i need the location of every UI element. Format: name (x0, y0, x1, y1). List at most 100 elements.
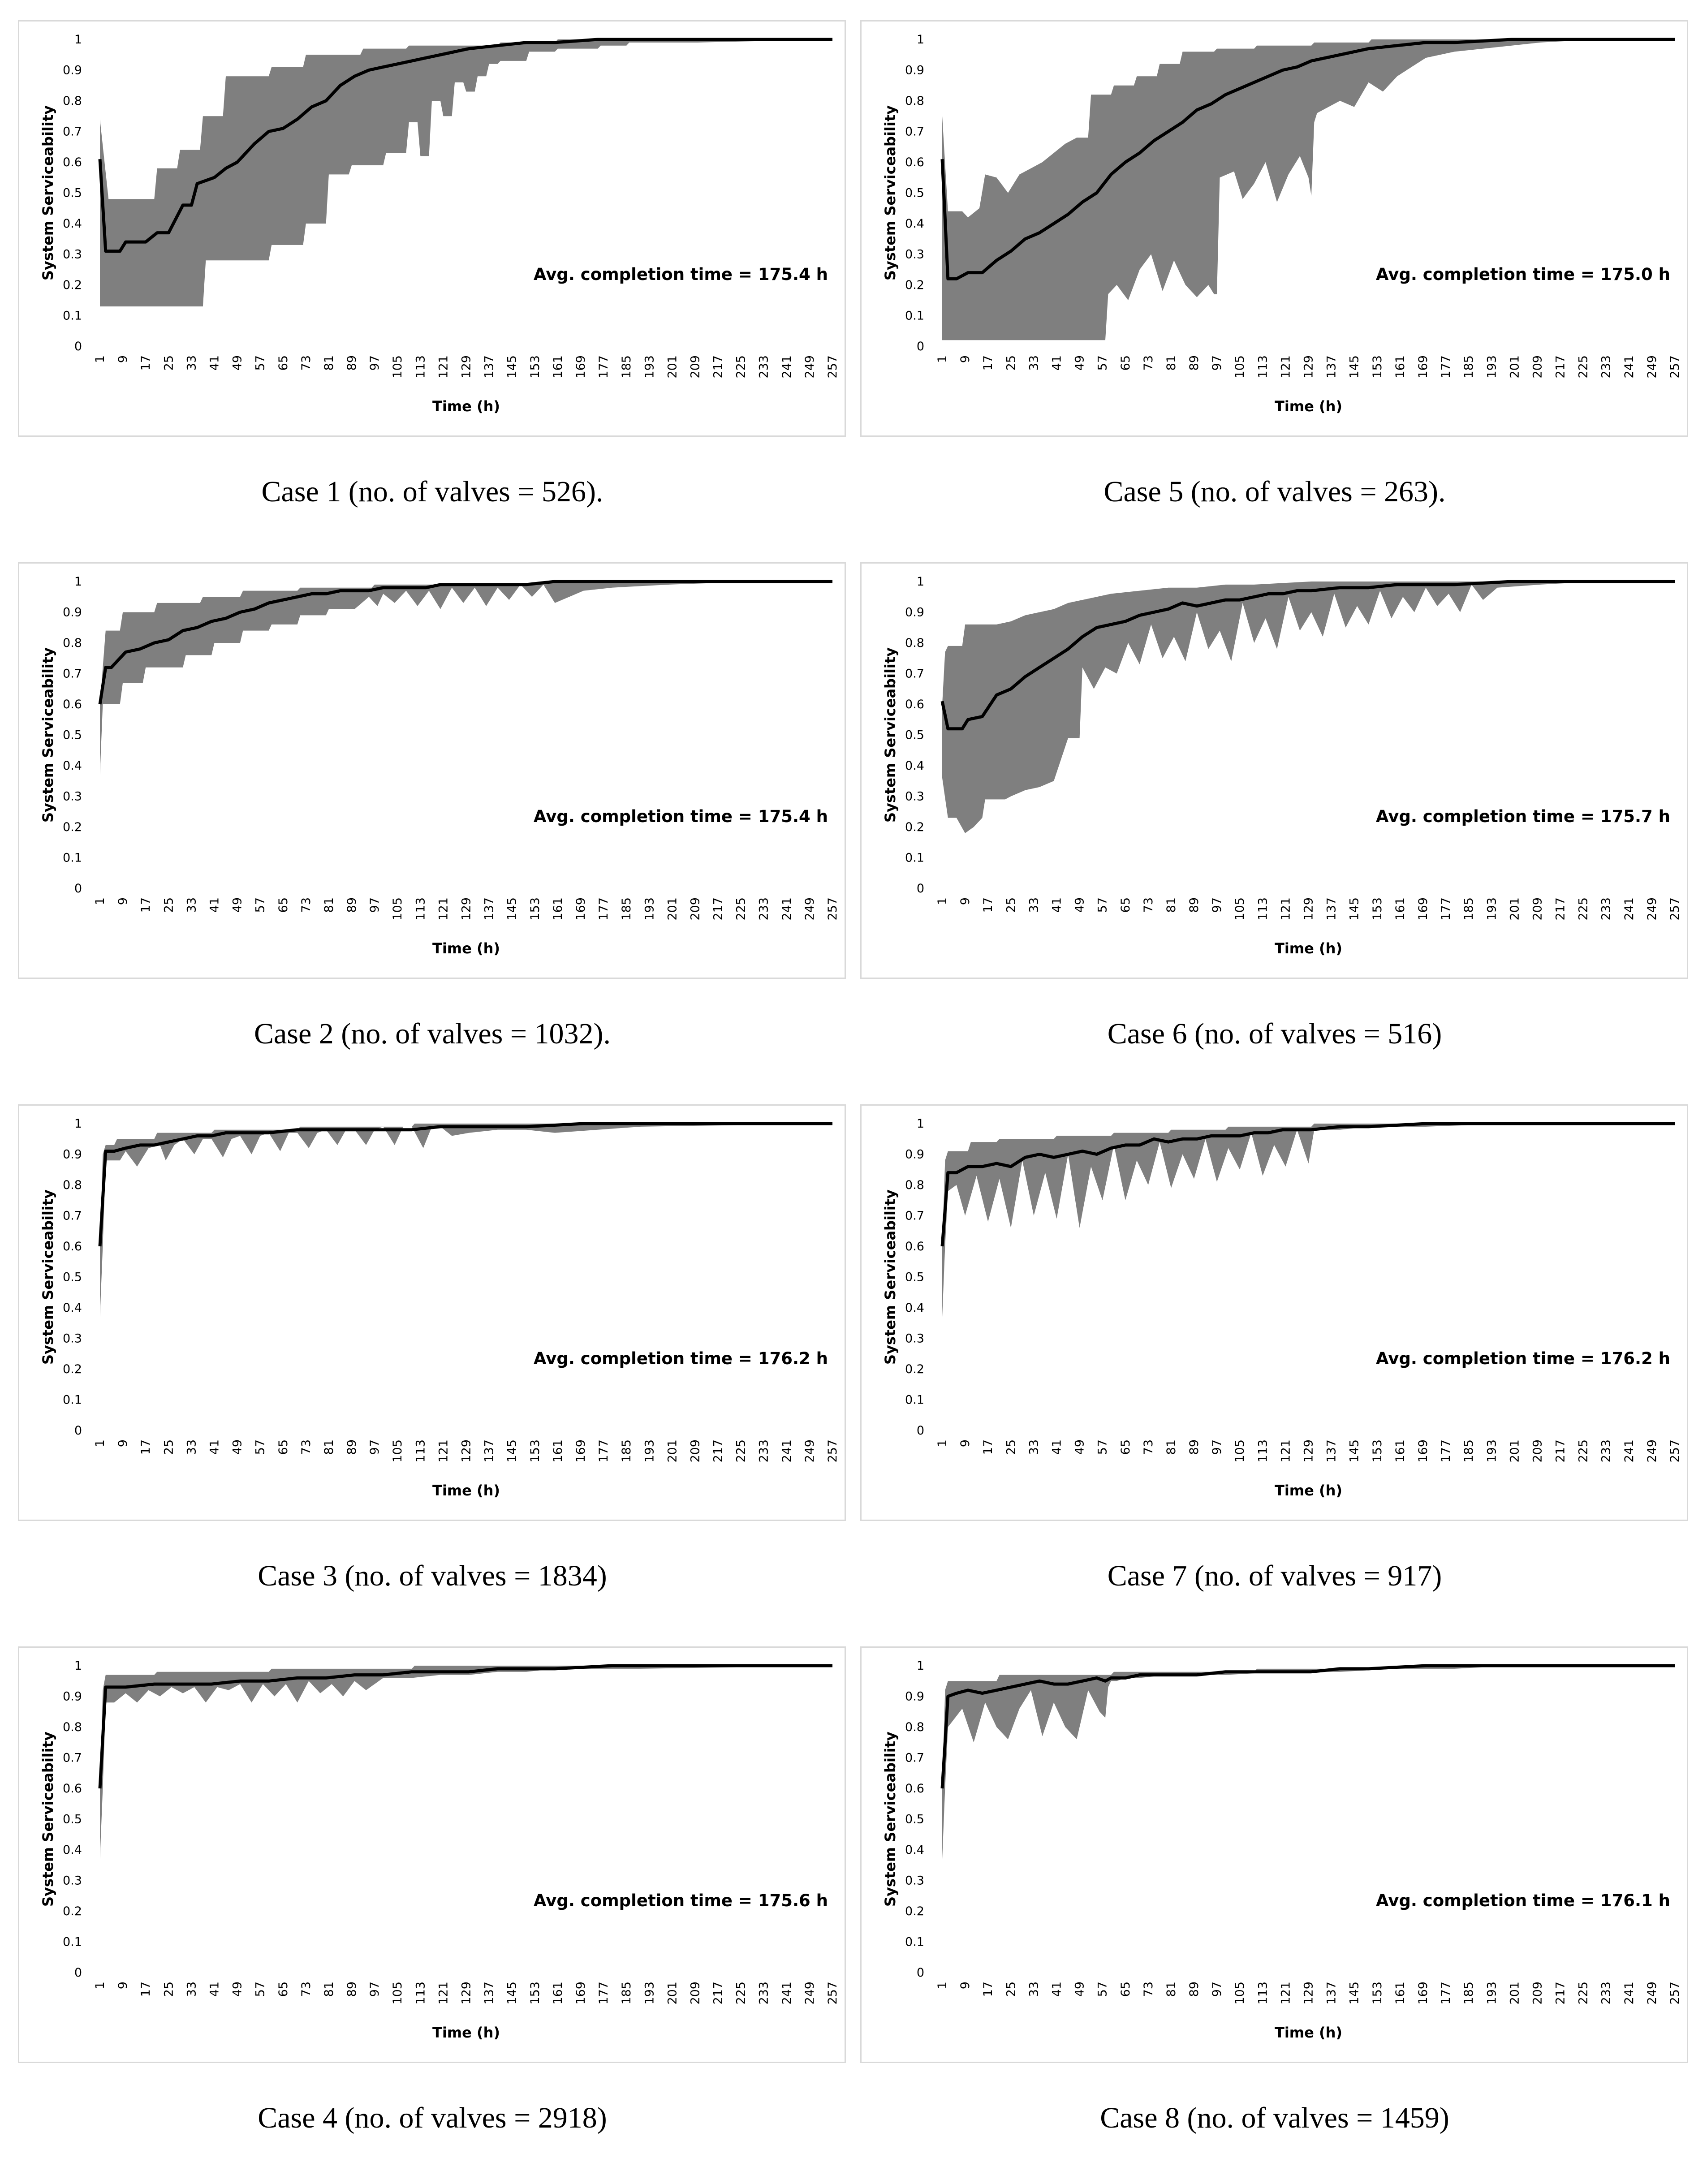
y-tick-label: 0.3 (63, 248, 82, 262)
x-tick-label: 209 (688, 355, 702, 379)
y-tick-label: 0.4 (905, 759, 924, 773)
y-tick-label: 0.3 (63, 1332, 82, 1346)
x-tick-label: 97 (1210, 355, 1224, 370)
avg-completion-annotation: Avg. completion time = 175.4 h (534, 265, 828, 284)
y-tick-label: 0.6 (63, 1240, 82, 1254)
y-tick-label: 0.2 (63, 1362, 82, 1376)
x-tick-label: 9 (958, 1439, 972, 1447)
x-tick-label: 33 (185, 1982, 198, 1997)
range-band (942, 582, 1675, 833)
x-tick-label: 209 (1530, 1439, 1544, 1463)
case-5-caption: Case 5 (no. of valves = 263). (1104, 475, 1446, 508)
x-tick-label: 153 (1371, 1982, 1384, 2005)
x-tick-label: 49 (231, 355, 245, 370)
y-tick-label: 0.5 (63, 186, 82, 200)
x-tick-label: 129 (1302, 897, 1316, 921)
y-tick-label: 0.7 (63, 1209, 82, 1223)
x-tick-label: 185 (1462, 1439, 1476, 1463)
x-tick-label: 225 (1577, 1439, 1591, 1463)
x-tick-label: 161 (1393, 1439, 1407, 1463)
x-tick-label: 97 (368, 1439, 382, 1455)
x-tick-label: 49 (231, 897, 245, 913)
case-5-chart-svg: 0 0.1 0.2 0.3 0.4 0.5 0.6 0.7 0.8 0.9 1 1 9 17 25 33 41 4… (882, 33, 1682, 415)
y-tick-label: 0.2 (63, 1904, 82, 1918)
y-tick-label: 1 (74, 1659, 82, 1673)
x-tick-label: 17 (139, 897, 153, 913)
x-tick-label: 145 (505, 897, 519, 921)
x-tick-label: 161 (1393, 355, 1407, 379)
y-tick-label: 0.9 (63, 606, 82, 620)
y-tick-label: 0.5 (905, 1813, 924, 1826)
y-tick-label: 0.6 (905, 698, 924, 711)
x-tick-label: 217 (711, 1982, 725, 2005)
x-tick-label: 33 (185, 1439, 198, 1455)
x-tick-label: 89 (1187, 1982, 1201, 1997)
x-tick-label: 145 (1348, 1982, 1362, 2005)
x-tick-label: 233 (1599, 1982, 1613, 2005)
y-tick-label: 0.9 (905, 1148, 924, 1162)
x-tick-label: 193 (1485, 1439, 1499, 1463)
x-tick-label: 89 (345, 1439, 359, 1455)
x-tick-label: 57 (254, 355, 267, 370)
x-tick-label: 129 (460, 1982, 474, 2005)
x-tick-label: 217 (711, 355, 725, 379)
x-tick-label: 33 (1027, 1982, 1041, 1997)
x-tick-label: 145 (1348, 897, 1362, 921)
x-tick-label: 137 (1325, 355, 1339, 379)
x-tick-label: 65 (1119, 355, 1133, 370)
x-tick-label: 153 (528, 1982, 542, 2005)
x-axis-title: Time (h) (1275, 940, 1342, 957)
x-tick-label: 105 (1233, 355, 1247, 379)
y-tick-label: 0.2 (905, 820, 924, 834)
x-tick-label: 1 (935, 1439, 949, 1447)
x-tick-label: 177 (597, 897, 611, 921)
case-7-chart: 0 0.1 0.2 0.3 0.4 0.5 0.6 0.7 0.8 0.9 1 1 9 17 25 33 41 4… (860, 1104, 1688, 1521)
x-tick-label: 209 (688, 897, 702, 921)
x-tick-label: 41 (1050, 1982, 1064, 1997)
x-tick-label: 1 (93, 1439, 107, 1447)
x-tick-label: 137 (483, 897, 496, 921)
x-tick-label: 17 (139, 1439, 153, 1455)
x-tick-label: 81 (1164, 897, 1178, 913)
x-tick-label: 97 (1210, 1982, 1224, 1997)
x-tick-label: 121 (436, 355, 450, 379)
y-tick-label: 1 (74, 1117, 82, 1131)
y-axis-title: System Serviceability (882, 1732, 899, 1907)
x-tick-label: 249 (803, 355, 817, 379)
x-tick-label: 9 (958, 897, 972, 905)
y-tick-label: 0.7 (905, 667, 924, 681)
x-tick-label: 121 (1279, 1982, 1293, 2005)
x-tick-label: 201 (1508, 1982, 1522, 2005)
range-band (100, 1124, 832, 1317)
x-tick-label: 73 (1142, 897, 1155, 913)
x-axis-title: Time (h) (432, 1482, 500, 1499)
x-tick-label: 241 (780, 1982, 794, 2005)
x-tick-label: 153 (528, 355, 542, 379)
x-tick-label: 113 (414, 1439, 427, 1463)
case-2-chart: 0 0.1 0.2 0.3 0.4 0.5 0.6 0.7 0.8 0.9 1 1 9 17 25 33 41 4… (18, 562, 846, 979)
y-tick-label: 0.6 (63, 698, 82, 711)
x-tick-label: 233 (757, 355, 771, 379)
x-tick-label: 25 (1004, 1439, 1018, 1455)
x-tick-label: 129 (1302, 1439, 1316, 1463)
x-tick-label: 17 (139, 1982, 153, 1997)
x-tick-label: 209 (1530, 355, 1544, 379)
case-1-chart: 0 0.1 0.2 0.3 0.4 0.5 0.6 0.7 0.8 0.9 1 1 9 17 25 33 41 4… (18, 20, 846, 437)
y-tick-label: 0.6 (63, 1782, 82, 1796)
avg-completion-annotation: Avg. completion time = 175.6 h (534, 1891, 828, 1910)
x-tick-label: 225 (1577, 1982, 1591, 2005)
x-tick-label: 129 (460, 897, 474, 921)
y-tick-label: 0 (74, 1966, 82, 1980)
y-tick-label: 0 (74, 1424, 82, 1438)
x-tick-label: 217 (1554, 897, 1568, 921)
x-tick-label: 217 (1554, 1439, 1568, 1463)
case-1-chart-svg: 0 0.1 0.2 0.3 0.4 0.5 0.6 0.7 0.8 0.9 1 1 9 17 25 33 41 4… (39, 33, 840, 415)
x-axis-title: Time (h) (432, 940, 500, 957)
x-tick-label: 25 (162, 355, 176, 370)
x-tick-label: 161 (1393, 897, 1407, 921)
x-tick-label: 73 (1142, 1439, 1155, 1455)
y-tick-label: 0.8 (905, 1720, 924, 1734)
case-3-chart-svg: 0 0.1 0.2 0.3 0.4 0.5 0.6 0.7 0.8 0.9 1 1 9 17 25 33 41 4… (39, 1117, 840, 1499)
x-tick-label: 201 (1508, 1439, 1522, 1463)
x-tick-label: 193 (1485, 1982, 1499, 2005)
